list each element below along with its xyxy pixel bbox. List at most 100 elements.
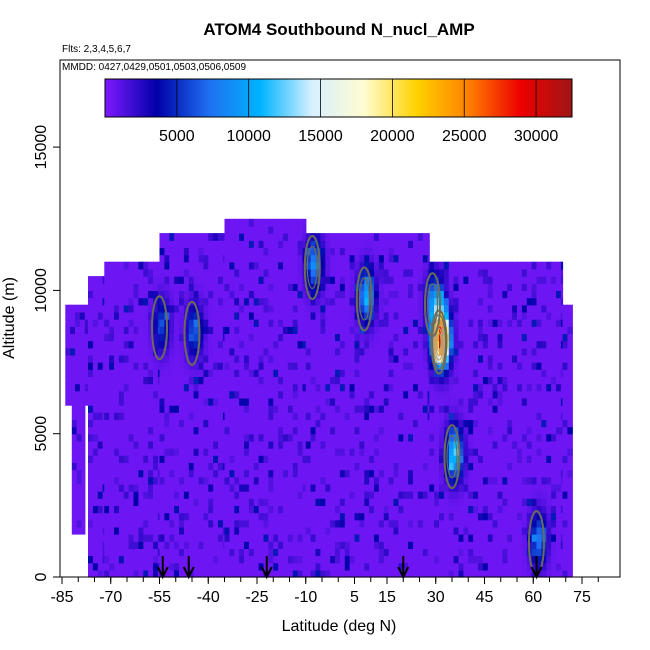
heat-cell [458,519,464,528]
heat-cell [502,297,508,306]
heat-cell [507,376,513,385]
heat-cell [339,247,346,256]
heat-cell [287,276,294,284]
heat-cell [234,290,240,299]
heat-cell [434,419,440,428]
heat-cell [179,541,185,549]
heat-cell [283,261,289,270]
heat-cell [478,319,484,327]
heat-cell [179,304,185,313]
heat-cell [273,526,279,535]
heat-cell [517,397,523,406]
heat-cell [104,519,110,528]
heat-cell [153,548,159,557]
heat-cell [458,405,464,413]
heat-cell [198,505,204,514]
heat-cell [213,412,219,420]
heat-cell [408,483,414,492]
contour-line [306,245,318,290]
heat-cell [536,519,542,528]
heat-cell [354,469,360,478]
heat-cell [349,376,356,385]
heat-cell [92,347,99,356]
heat-cell [268,297,274,306]
heat-cell [458,448,464,456]
heat-cell [482,340,489,349]
heat-cell [417,319,424,327]
heat-cell [393,233,399,241]
heat-cell [320,462,326,471]
heat-cell [325,240,331,248]
heat-cell [239,268,245,277]
heat-cell [123,326,130,334]
heat-cell [153,469,159,478]
heat-cell [128,405,135,413]
heat-cell [118,397,125,406]
heat-cell [244,541,250,549]
heat-cell [453,419,460,428]
heat-cell [335,412,341,420]
heat-cell [174,333,180,342]
heat-cell [393,526,399,535]
heat-cell [374,569,380,578]
heat-cell [239,405,245,413]
heat-cell [492,268,499,277]
heat-cell [203,405,209,413]
heat-cell [248,390,255,399]
heat-cell [482,297,489,306]
heat-cell [203,534,209,542]
heat-cell [507,290,513,299]
heat-cell [434,405,440,413]
heat-cell [297,369,304,377]
heat-cell [123,347,130,356]
heat-cell [234,268,240,277]
heat-cell [434,433,440,442]
heat-cell [102,440,105,449]
heat-cell [408,376,414,385]
heat-cell [517,405,523,413]
heat-cell [208,311,214,320]
heat-cell [439,276,445,284]
heat-cell [104,426,110,435]
heat-cell [102,369,105,377]
heat-cell [374,426,380,435]
heat-cell [157,426,161,435]
heat-cell [133,526,139,535]
colorbar-tick-label: 20000 [370,128,415,145]
heat-cell [492,519,499,528]
heat-cell [427,304,430,313]
heat-cell [248,555,255,564]
heat-cell [562,405,568,413]
heat-cell [128,412,135,420]
heat-cell [383,304,390,313]
heat-cell [388,562,395,571]
heat-cell [458,383,464,392]
heat-cell [468,448,474,456]
heat-cell [374,526,380,535]
heat-cell [374,240,380,248]
heat-cell [203,304,209,313]
heat-cell [408,268,414,277]
heat-cell [283,419,289,428]
heat-cell [413,562,419,571]
heat-cell [492,433,499,442]
heat-cell [478,347,484,356]
heat-cell [556,548,562,557]
heat-cell [278,376,284,385]
heat-cell [81,448,86,456]
heat-cell [128,555,135,564]
heat-cell [305,548,312,557]
heat-cell [263,534,269,542]
heat-cell [536,483,542,492]
heat-cell [378,333,385,342]
heat-cell [453,505,460,514]
heat-cell [468,555,474,564]
heat-cell [403,290,409,299]
heat-cell [92,562,99,571]
heat-cell [562,541,568,549]
heat-cell [84,333,89,342]
heat-cell [273,362,279,370]
heat-cell [183,333,190,342]
heat-cell [487,526,494,535]
heat-cell [97,440,104,449]
